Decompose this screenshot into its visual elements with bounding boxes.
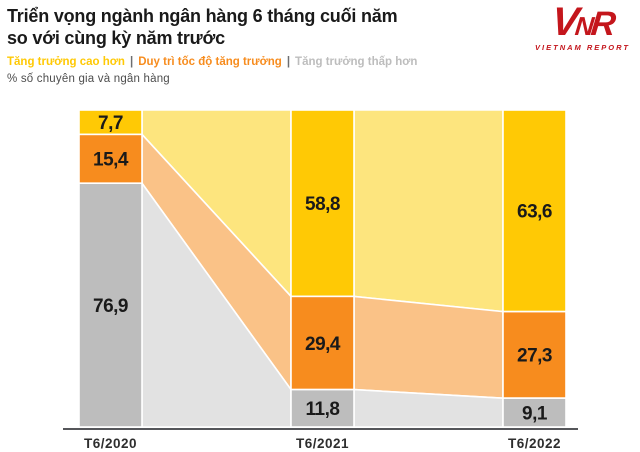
value-label: 58,8 (305, 194, 340, 215)
vnr-logo: VNR VIETNAM REPORT (533, 0, 632, 52)
title-line-2: so với cùng kỳ năm trước (7, 28, 225, 48)
bar-segment-T6/2022-series-1 (502, 310, 567, 399)
legend: Tăng trưởng cao hơn | Duy trì tốc độ tăng … (7, 56, 527, 68)
category-label-T6/2021: T6/2021 (296, 436, 349, 451)
bar-segment-T6/2020-series-0 (78, 109, 143, 136)
logo-letter-r: R (589, 5, 615, 43)
page-title: Triển vọng ngành ngân hàng 6 tháng cuối … (7, 5, 527, 49)
bar-segment-T6/2021-series-2 (290, 388, 355, 428)
unit-note: % số chuyên gia và ngân hàng (7, 73, 170, 85)
vnr-logo-subtext: VIETNAM REPORT (535, 43, 630, 52)
chart-header: Triển vọng ngành ngân hàng 6 tháng cuối … (7, 5, 527, 85)
value-label: 63,6 (517, 202, 552, 223)
legend-separator: | (129, 56, 134, 68)
title-line-1: Triển vọng ngành ngân hàng 6 tháng cuối … (7, 6, 398, 26)
value-label: 15,4 (93, 150, 129, 171)
bar-segment-T6/2021-series-1 (290, 295, 355, 391)
vnr-logo-mark: VNR (533, 0, 632, 44)
legend-item-0: Tăng trưởng cao hơn (7, 56, 125, 68)
bar-segment-T6/2021-series-0 (290, 109, 355, 298)
value-label: 76,9 (93, 296, 128, 317)
ribbon-series-1 (353, 295, 504, 400)
value-label: 11,8 (306, 399, 340, 420)
value-label: 9,1 (522, 403, 548, 424)
value-label: 27,3 (517, 346, 552, 367)
value-label: 7,7 (98, 113, 123, 134)
legend-item-2: Tăng trưởng thấp hơn (295, 56, 418, 68)
legend-item-1: Duy trì tốc độ tăng trưởng (138, 56, 282, 68)
category-label-T6/2020: T6/2020 (84, 436, 137, 451)
bar-segment-T6/2022-series-2 (502, 397, 567, 428)
bar-segment-T6/2020-series-2 (78, 182, 143, 428)
value-label: 29,4 (305, 334, 341, 355)
ribbon-series-0 (353, 109, 504, 313)
category-label-T6/2022: T6/2022 (508, 436, 561, 451)
legend-separator: | (286, 56, 291, 68)
